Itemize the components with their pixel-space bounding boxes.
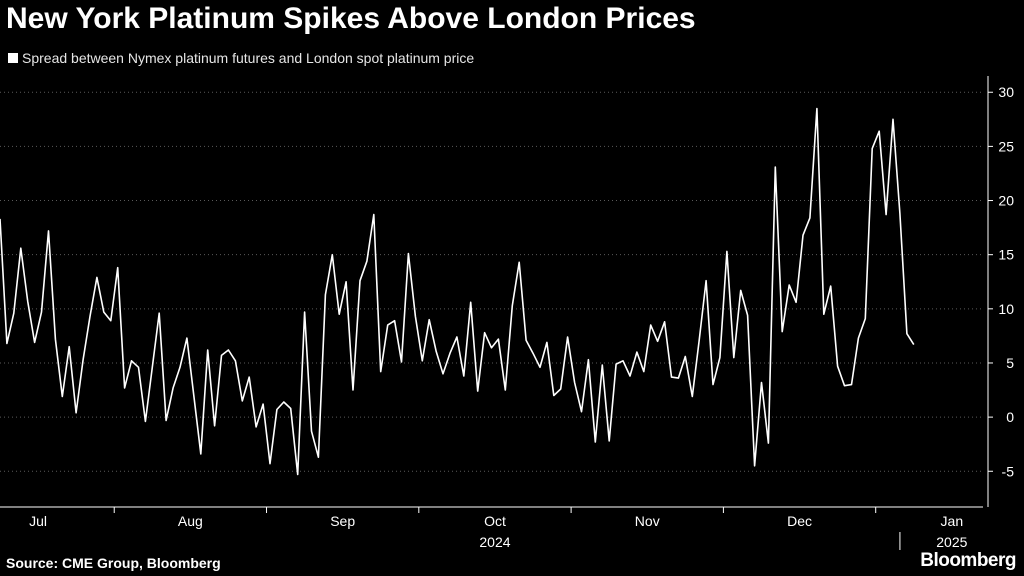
x-tick-label: Oct — [484, 513, 506, 529]
y-tick-label: 15 — [998, 247, 1014, 263]
y-tick-label: 20 — [998, 193, 1014, 209]
y-tick-label: 10 — [998, 301, 1014, 317]
series-layer — [0, 107, 915, 476]
chart-title: New York Platinum Spikes Above London Pr… — [6, 2, 696, 35]
x-tick-label: Aug — [178, 513, 203, 529]
legend-label: Spread between Nymex platinum futures an… — [22, 50, 475, 66]
y-tick-label: -5 — [1002, 463, 1015, 479]
x-tick-label: Jan — [941, 513, 964, 529]
bloomberg-logo: Bloomberg — [920, 550, 1016, 571]
legend-swatch — [8, 53, 18, 63]
x-tick-label: Jul — [29, 513, 47, 529]
legend: Spread between Nymex platinum futures an… — [8, 50, 474, 66]
series-line — [0, 107, 915, 476]
x-tick-label: Nov — [635, 513, 660, 529]
source-note: Source: CME Group, Bloomberg — [6, 555, 221, 571]
x-tick-label: Sep — [330, 513, 355, 529]
y-tick-label: 5 — [1006, 355, 1014, 371]
year-label: 2025 — [936, 534, 967, 550]
year-label: 2024 — [479, 534, 510, 550]
x-tick-label: Dec — [787, 513, 812, 529]
y-tick-label: 0 — [1006, 409, 1014, 425]
y-tick-label: 30 — [998, 84, 1014, 100]
grid-layer — [0, 91, 983, 472]
y-tick-label: 25 — [998, 138, 1014, 154]
